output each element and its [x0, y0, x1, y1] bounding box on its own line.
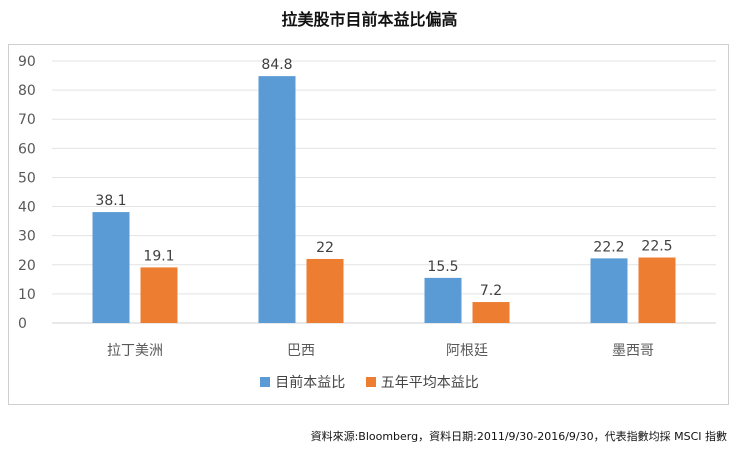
bars — [92, 76, 676, 323]
legend-label-five-year-avg-pe: 五年平均本益比 — [380, 375, 479, 391]
x-tick-label: 阿根廷 — [446, 343, 488, 359]
bar-current-pe — [590, 258, 628, 323]
bar-current-pe — [424, 277, 462, 323]
x-tick-label: 巴西 — [287, 343, 315, 359]
legend-label-current-pe: 目前本益比 — [275, 375, 346, 391]
y-tick-labels: 0 10 20 30 40 50 60 70 80 90 — [18, 54, 36, 332]
y-tick-label: 60 — [18, 141, 36, 157]
y-tick-label: 80 — [18, 83, 36, 99]
bar-five-year-avg-pe — [472, 302, 510, 323]
x-tick-labels: 拉丁美洲 巴西 阿根廷 墨西哥 — [107, 343, 654, 359]
chart-title: 拉美股市目前本益比偏高 — [281, 10, 458, 29]
data-label: 38.1 — [95, 193, 126, 209]
data-label: 22 — [316, 240, 334, 256]
y-tick-label: 0 — [18, 316, 27, 332]
y-tick-label: 30 — [18, 229, 36, 245]
bar-five-year-avg-pe — [638, 257, 676, 323]
data-label: 19.1 — [143, 248, 174, 264]
legend-swatch-five-year-avg-pe — [365, 377, 376, 387]
data-label: 84.8 — [261, 57, 292, 73]
y-tick-label: 10 — [18, 287, 36, 303]
legend: 目前本益比 五年平均本益比 — [0, 372, 739, 392]
y-tick-label: 70 — [18, 112, 36, 128]
data-label: 22.2 — [593, 239, 624, 255]
chart-frame — [8, 44, 729, 405]
data-label: 15.5 — [427, 259, 458, 275]
bar-current-pe — [92, 212, 130, 323]
bar-five-year-avg-pe — [306, 258, 344, 323]
source-note: 資料來源:Bloomberg，資料日期:2011/9/30-2016/9/30，… — [310, 430, 727, 443]
y-tick-label: 20 — [18, 258, 36, 274]
legend-item-five-year-avg-pe: 五年平均本益比 — [365, 372, 479, 392]
data-label: 7.2 — [480, 283, 502, 299]
x-tick-label: 拉丁美洲 — [107, 343, 163, 359]
legend-swatch-current-pe — [260, 377, 271, 387]
data-label: 22.5 — [641, 239, 672, 255]
data-labels: 38.1 19.1 84.8 22 15.5 7.2 22.2 22.5 — [95, 57, 672, 299]
x-tick-label: 墨西哥 — [612, 343, 654, 359]
y-tick-label: 40 — [18, 200, 36, 216]
y-tick-label: 90 — [18, 54, 36, 70]
bar-current-pe — [258, 76, 296, 323]
y-tick-label: 50 — [18, 170, 36, 186]
legend-item-current-pe: 目前本益比 — [260, 372, 345, 392]
bar-five-year-avg-pe — [140, 267, 178, 323]
